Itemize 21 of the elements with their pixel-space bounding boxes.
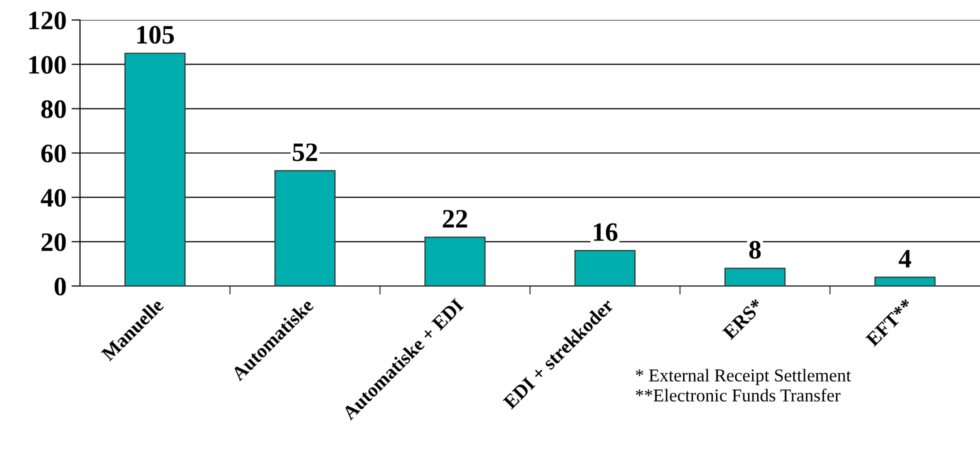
y-tick-label: 40 (40, 188, 66, 207)
y-tick-label: 60 (41, 144, 66, 162)
bar (424, 236, 486, 286)
y-tick-label: 120 (29, 12, 66, 30)
bar (274, 170, 336, 286)
data-label: 52 (292, 143, 318, 162)
text: **Electronic Funds Transfer (636, 388, 840, 402)
data-label: 4 (898, 250, 912, 268)
data-label: 8 (749, 240, 761, 259)
data-label: 105 (137, 26, 174, 44)
bar (124, 52, 186, 286)
bar (724, 268, 786, 286)
bar (874, 276, 936, 286)
y-tick-label: 20 (42, 233, 66, 252)
y-tick-label: 80 (41, 100, 66, 118)
data-label: 22 (442, 210, 468, 228)
data-label: 16 (594, 223, 618, 242)
y-tick-label: 100 (29, 56, 66, 74)
y-tick-label: 0 (54, 278, 66, 296)
text: * External Receipt Settlement (636, 368, 851, 386)
bar (574, 250, 636, 286)
